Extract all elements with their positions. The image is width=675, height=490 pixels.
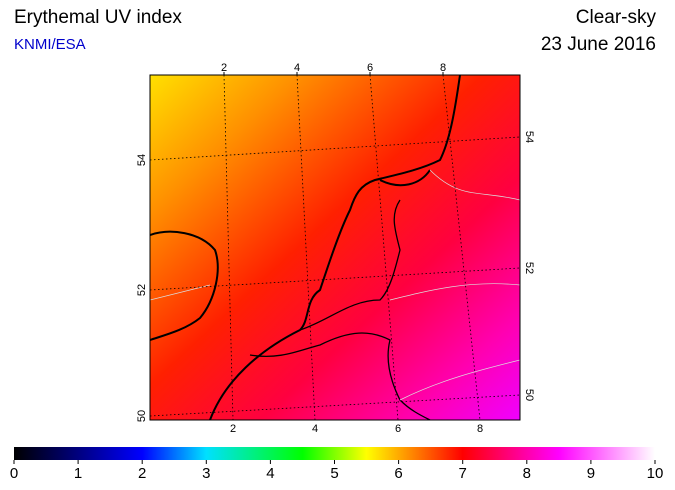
colorbar-label: 1 xyxy=(74,465,82,482)
map xyxy=(150,75,520,420)
lon-label: 6 xyxy=(395,423,401,435)
lon-label: 4 xyxy=(294,62,300,74)
lat-label: 50 xyxy=(523,389,535,401)
lon-label: 2 xyxy=(230,423,236,435)
date: 23 June 2016 xyxy=(541,34,656,55)
lat-label: 54 xyxy=(523,131,535,143)
lat-label: 52 xyxy=(136,284,148,296)
map-frame xyxy=(149,74,521,421)
colorbar-label: 4 xyxy=(266,465,274,482)
colorbar-label: 8 xyxy=(523,465,531,482)
lat-label: 50 xyxy=(136,410,148,422)
lon-label: 6 xyxy=(367,62,373,74)
lon-label: 4 xyxy=(312,423,318,435)
colorbar xyxy=(14,447,655,460)
lat-label: 52 xyxy=(523,262,535,274)
colorbar-label: 9 xyxy=(587,465,595,482)
colorbar-label: 7 xyxy=(459,465,467,482)
condition: Clear-sky xyxy=(576,7,657,28)
lat-label: 54 xyxy=(136,154,148,166)
colorbar-label: 2 xyxy=(138,465,146,482)
lon-label: 8 xyxy=(440,62,446,74)
source: KNMI/ESA xyxy=(14,36,86,53)
colorbar-label: 10 xyxy=(647,465,664,482)
colorbar-label: 5 xyxy=(330,465,338,482)
colorbar-label: 3 xyxy=(202,465,210,482)
title: Erythemal UV index xyxy=(14,7,182,28)
colorbar-label: 0 xyxy=(10,465,18,482)
colorbar-label: 6 xyxy=(394,465,402,482)
lon-label: 2 xyxy=(221,62,227,74)
lon-label: 8 xyxy=(477,423,483,435)
